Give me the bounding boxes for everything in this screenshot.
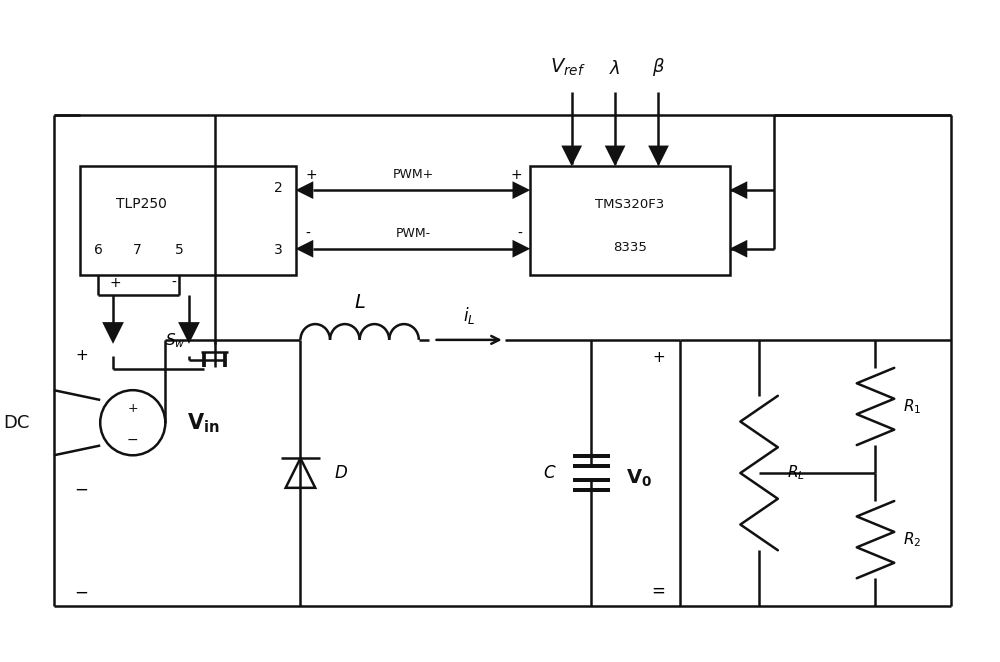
- Polygon shape: [730, 240, 747, 258]
- Polygon shape: [513, 181, 530, 199]
- Text: $\lambda$: $\lambda$: [609, 60, 621, 77]
- Polygon shape: [648, 146, 669, 166]
- Text: +: +: [127, 402, 138, 416]
- Text: −: −: [652, 583, 665, 601]
- Text: -: -: [305, 227, 310, 241]
- Text: -: -: [172, 275, 177, 289]
- Text: $R_L$: $R_L$: [787, 463, 805, 483]
- Text: +: +: [75, 348, 88, 363]
- Text: $V_{ref}$: $V_{ref}$: [550, 56, 586, 77]
- Text: +: +: [305, 168, 317, 182]
- Text: -: -: [518, 227, 522, 241]
- Text: $L$: $L$: [354, 293, 365, 312]
- Text: +: +: [652, 350, 665, 365]
- Text: −: −: [127, 432, 139, 446]
- Text: 7: 7: [133, 243, 142, 257]
- Text: 3: 3: [274, 243, 283, 257]
- Bar: [80, 166, 296, 275]
- Polygon shape: [561, 146, 582, 166]
- Text: $i_L$: $i_L$: [463, 305, 475, 326]
- Text: 8335: 8335: [613, 241, 647, 254]
- Bar: [530, 166, 730, 275]
- Text: 5: 5: [175, 243, 183, 257]
- Text: $R_1$: $R_1$: [903, 397, 921, 416]
- Polygon shape: [296, 181, 313, 199]
- Text: 2: 2: [274, 181, 283, 195]
- Text: $C$: $C$: [543, 464, 557, 482]
- Text: $\mathbf{V_0}$: $\mathbf{V_0}$: [626, 467, 652, 489]
- Polygon shape: [513, 240, 530, 258]
- Text: TLP250: TLP250: [116, 197, 167, 211]
- Text: D: D: [335, 464, 348, 482]
- Text: $\beta$: $\beta$: [652, 56, 665, 77]
- Text: PWM+: PWM+: [392, 168, 434, 181]
- Text: $\mathbf{V_{in}}$: $\mathbf{V_{in}}$: [187, 411, 220, 434]
- Polygon shape: [296, 240, 313, 258]
- Text: −: −: [75, 583, 88, 601]
- Polygon shape: [102, 322, 124, 344]
- Text: +: +: [109, 275, 121, 289]
- Text: −: −: [75, 481, 88, 498]
- Text: $S_w$: $S_w$: [165, 332, 185, 350]
- Polygon shape: [178, 322, 200, 344]
- Text: −: −: [652, 579, 665, 597]
- Text: PWM-: PWM-: [395, 227, 430, 240]
- Text: 6: 6: [94, 243, 103, 257]
- Text: TMS320F3: TMS320F3: [595, 198, 665, 211]
- Text: $R_2$: $R_2$: [903, 530, 921, 549]
- Text: DC: DC: [3, 414, 30, 432]
- Text: +: +: [511, 168, 522, 182]
- Polygon shape: [605, 146, 625, 166]
- Polygon shape: [730, 181, 747, 199]
